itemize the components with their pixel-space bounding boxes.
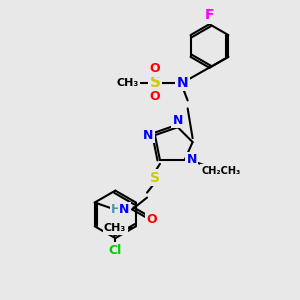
Text: O: O (147, 213, 157, 226)
Text: N: N (186, 153, 197, 167)
Text: F: F (205, 8, 214, 22)
Text: CH₃: CH₃ (116, 78, 138, 88)
Text: N: N (119, 203, 129, 216)
Text: N: N (177, 76, 188, 90)
Text: H: H (111, 203, 122, 216)
Text: CH₃: CH₃ (104, 223, 126, 233)
Text: N: N (143, 129, 153, 142)
Text: CH₂CH₃: CH₂CH₃ (202, 166, 241, 176)
Text: Cl: Cl (109, 244, 122, 256)
Text: N: N (172, 114, 183, 127)
Text: O: O (150, 62, 160, 75)
Text: O: O (150, 90, 160, 103)
Text: S: S (150, 171, 160, 185)
Text: S: S (149, 75, 161, 90)
